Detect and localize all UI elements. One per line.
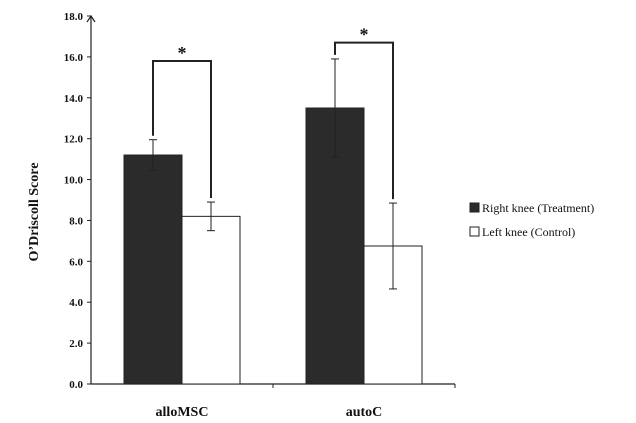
x-axis: alloMSC autoC: [91, 383, 456, 420]
significance-bracket: [334, 41, 394, 200]
significance-group: **: [152, 25, 394, 200]
y-axis-label: O’Driscoll Score: [27, 163, 42, 262]
significance-star: *: [360, 25, 369, 45]
legend-swatch: [469, 202, 480, 213]
y-tick-label: 6.0: [69, 256, 83, 268]
y-tick-label: 10.0: [64, 175, 84, 187]
bar-series-group: [123, 107, 423, 385]
x-category-label: alloMSC: [156, 405, 209, 420]
y-tick-label: 4.0: [69, 297, 83, 309]
y-tick-label: 14.0: [64, 93, 84, 105]
legend-label: Left knee (Control): [482, 225, 575, 239]
x-category-label: autoC: [346, 405, 383, 420]
y-tick-label: 12.0: [64, 134, 84, 146]
y-tick-label: 18.0: [64, 11, 84, 23]
legend-swatch: [469, 226, 480, 237]
y-tick-label: 16.0: [64, 52, 84, 64]
y-tick-label: 0.0: [69, 379, 83, 391]
y-tick-label: 2.0: [69, 338, 83, 350]
error-bars-group: [149, 58, 397, 290]
y-axis: 0.0 2.0 4.0 6.0 8.0 10.0 12.0 14.0 16.0 18.0: [64, 11, 96, 391]
legend: Right knee (Treatment) Left knee (Control…: [469, 201, 594, 239]
significance-star: *: [178, 43, 187, 63]
bar: [123, 154, 183, 385]
y-tick-label: 8.0: [69, 215, 83, 227]
significance-bracket: [152, 59, 212, 199]
legend-label: Right knee (Treatment): [482, 201, 594, 215]
bar: [181, 215, 241, 385]
